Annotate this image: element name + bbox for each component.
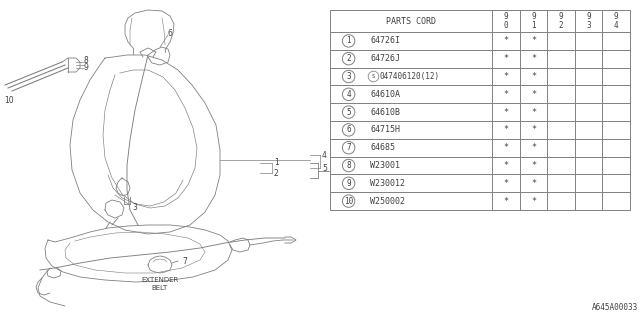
Text: 1: 1 — [274, 157, 279, 166]
Text: 4: 4 — [346, 90, 351, 99]
Text: *: * — [531, 54, 536, 63]
Text: S: S — [372, 74, 375, 79]
Text: *: * — [503, 179, 508, 188]
Text: *: * — [503, 90, 508, 99]
Text: 64610A: 64610A — [371, 90, 401, 99]
Text: 8: 8 — [83, 55, 88, 65]
Text: 9: 9 — [83, 62, 88, 71]
Text: 10: 10 — [344, 196, 353, 206]
Text: *: * — [503, 72, 508, 81]
Text: 2: 2 — [346, 54, 351, 63]
Text: *: * — [503, 143, 508, 152]
Text: *: * — [503, 161, 508, 170]
Text: 9
0: 9 0 — [504, 12, 508, 30]
Text: *: * — [531, 161, 536, 170]
Text: 6: 6 — [346, 125, 351, 134]
Text: 64726I: 64726I — [371, 36, 401, 45]
Text: 5: 5 — [346, 108, 351, 116]
Text: 6: 6 — [168, 28, 173, 37]
Text: A645A00033: A645A00033 — [592, 303, 638, 312]
Text: *: * — [531, 36, 536, 45]
Text: *: * — [531, 196, 536, 206]
Text: 2: 2 — [274, 169, 279, 178]
Text: 3: 3 — [346, 72, 351, 81]
Text: 64726J: 64726J — [371, 54, 401, 63]
Text: 64715H: 64715H — [371, 125, 401, 134]
Text: 8: 8 — [346, 161, 351, 170]
Text: 9
3: 9 3 — [586, 12, 591, 30]
Text: 9: 9 — [346, 179, 351, 188]
Text: 9
1: 9 1 — [531, 12, 536, 30]
Text: 3: 3 — [132, 203, 137, 212]
Text: *: * — [503, 196, 508, 206]
Text: W250002: W250002 — [371, 196, 406, 206]
Text: *: * — [503, 36, 508, 45]
Text: 1: 1 — [346, 36, 351, 45]
Text: *: * — [503, 125, 508, 134]
Text: BELT: BELT — [152, 285, 168, 291]
Text: *: * — [503, 54, 508, 63]
Text: *: * — [503, 108, 508, 116]
Text: 10: 10 — [4, 95, 13, 105]
Text: 5: 5 — [322, 164, 327, 172]
Text: 047406120(12): 047406120(12) — [380, 72, 440, 81]
Text: W230012: W230012 — [371, 179, 406, 188]
Text: 7: 7 — [182, 257, 187, 266]
Text: EXTENDER: EXTENDER — [141, 277, 179, 283]
Text: *: * — [531, 143, 536, 152]
Text: *: * — [531, 72, 536, 81]
Text: *: * — [531, 179, 536, 188]
Text: *: * — [531, 125, 536, 134]
Text: *: * — [531, 90, 536, 99]
Text: 4: 4 — [322, 150, 327, 159]
Text: 64610B: 64610B — [371, 108, 401, 116]
Text: 9
2: 9 2 — [559, 12, 563, 30]
Text: 7: 7 — [346, 143, 351, 152]
Text: *: * — [531, 108, 536, 116]
Bar — [330, 10, 630, 210]
Text: PARTS CORD: PARTS CORD — [386, 17, 436, 26]
Text: 64685: 64685 — [371, 143, 396, 152]
Text: W23001: W23001 — [371, 161, 401, 170]
Text: 9
4: 9 4 — [614, 12, 618, 30]
